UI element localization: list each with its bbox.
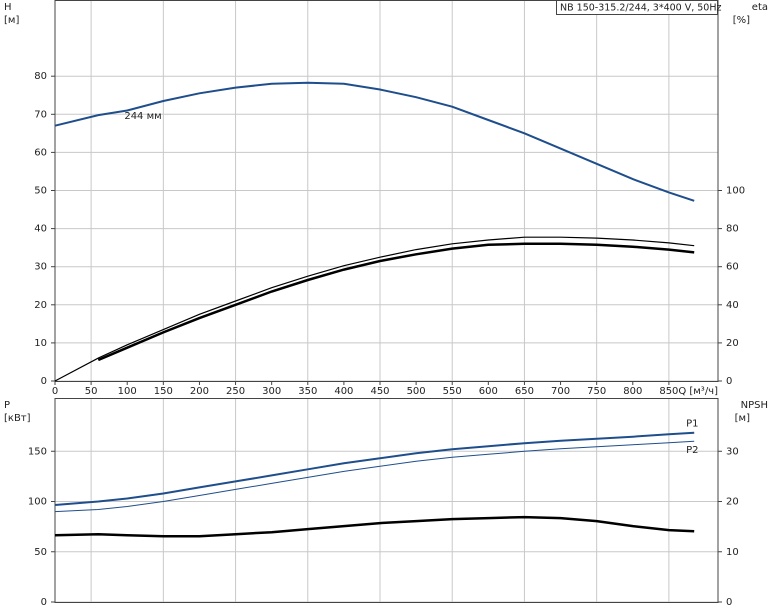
y2-axis-label: NPSH — [741, 400, 768, 411]
x-tick-label: 800 — [623, 386, 642, 397]
y-tick-label: 150 — [28, 446, 47, 457]
y2-axis-unit: [%] — [733, 15, 750, 26]
y-tick-label: 70 — [34, 109, 47, 120]
x-tick-label: 750 — [587, 386, 606, 397]
curve-annotation: 244 мм — [124, 111, 161, 122]
x-axis-label: Q [м³/ч] — [678, 386, 718, 397]
y-tick-label: 0 — [41, 376, 47, 387]
x-tick-label: 200 — [190, 386, 209, 397]
x-tick-label: 850 — [659, 386, 678, 397]
y-tick-label: 60 — [34, 147, 47, 158]
y2-tick-label: 40 — [726, 300, 739, 311]
y2-tick-label: 60 — [726, 262, 739, 273]
x-tick-label: 400 — [334, 386, 353, 397]
y2-tick-label: 80 — [726, 224, 739, 235]
x-tick-label: 600 — [479, 386, 498, 397]
plot-frame — [54, 398, 719, 603]
y-tick-label: 0 — [41, 597, 47, 608]
series-line — [97, 242, 695, 362]
series-label: P2 — [686, 445, 698, 456]
x-tick-label: 550 — [443, 386, 462, 397]
series-line — [54, 236, 695, 382]
series-label: P1 — [686, 419, 698, 430]
x-tick-label: 250 — [226, 386, 245, 397]
y-tick-label: 80 — [34, 71, 47, 82]
y-axis-label: H — [4, 2, 12, 13]
y2-tick-label: 0 — [726, 597, 732, 608]
y2-tick-label: 30 — [726, 446, 739, 457]
y2-tick-label: 100 — [726, 186, 745, 197]
chart-title: NB 150-315.2/244, 3*400 V, 50Hz — [560, 3, 721, 14]
y-tick-label: 40 — [34, 224, 47, 235]
y-tick-label: 100 — [28, 497, 47, 508]
x-tick-label: 450 — [370, 386, 389, 397]
x-tick-label: 500 — [407, 386, 426, 397]
x-tick-label: 100 — [118, 386, 137, 397]
y2-tick-label: 10 — [726, 547, 739, 558]
title-box — [556, 0, 718, 15]
x-tick-label: 350 — [298, 386, 317, 397]
y-tick-label: 50 — [34, 547, 47, 558]
series-line — [54, 440, 695, 513]
y-axis-unit: [кВт] — [4, 413, 31, 424]
x-tick-label: 50 — [85, 386, 98, 397]
y2-tick-label: 20 — [726, 497, 739, 508]
y2-tick-label: 0 — [726, 376, 732, 387]
y-axis-unit: [м] — [4, 15, 19, 26]
y2-axis-unit: [м] — [735, 413, 750, 424]
y-axis-label: P — [4, 400, 10, 411]
series-line — [54, 515, 695, 538]
series-line — [54, 81, 695, 202]
x-tick-label: 0 — [52, 386, 58, 397]
series-line — [54, 431, 695, 506]
x-tick-label: 650 — [515, 386, 534, 397]
y-tick-label: 30 — [34, 262, 47, 273]
y-tick-label: 20 — [34, 300, 47, 311]
x-tick-label: 150 — [154, 386, 173, 397]
x-tick-label: 300 — [262, 386, 281, 397]
y2-tick-label: 20 — [726, 338, 739, 349]
y2-axis-label: eta — [752, 2, 768, 13]
y-tick-label: 50 — [34, 186, 47, 197]
y-tick-label: 10 — [34, 338, 47, 349]
x-tick-label: 700 — [551, 386, 570, 397]
